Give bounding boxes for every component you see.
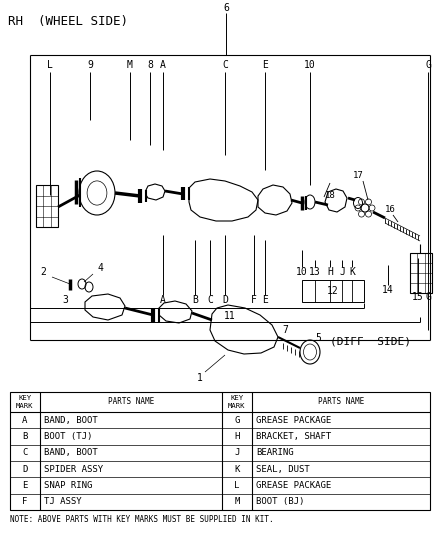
Text: A: A: [160, 60, 166, 70]
Text: 11: 11: [224, 311, 236, 321]
Text: M: M: [234, 497, 240, 506]
Text: K: K: [349, 267, 355, 277]
Text: NOTE: ABOVE PARTS WITH KEY MARKS MUST BE SUPPLIED IN KIT.: NOTE: ABOVE PARTS WITH KEY MARKS MUST BE…: [10, 515, 274, 524]
Text: SEAL, DUST: SEAL, DUST: [256, 465, 310, 474]
Text: H: H: [327, 267, 333, 277]
Text: B: B: [22, 432, 28, 441]
Text: M: M: [127, 60, 133, 70]
Text: L: L: [234, 481, 240, 490]
Text: BAND, BOOT: BAND, BOOT: [44, 416, 98, 425]
Text: BOOT (BJ): BOOT (BJ): [256, 497, 304, 506]
Text: J: J: [234, 448, 240, 457]
Text: 14: 14: [382, 285, 394, 295]
Text: 15: 15: [412, 292, 424, 302]
Text: PARTS NAME: PARTS NAME: [318, 398, 364, 407]
Text: 16: 16: [385, 206, 396, 214]
Text: D: D: [22, 465, 28, 474]
Text: C: C: [22, 448, 28, 457]
Text: 17: 17: [353, 171, 364, 180]
Text: L: L: [47, 60, 53, 70]
Text: E: E: [262, 295, 268, 305]
Text: 3: 3: [62, 295, 68, 305]
Text: 7: 7: [282, 325, 288, 335]
Text: E: E: [262, 60, 268, 70]
Text: 4: 4: [97, 263, 103, 273]
Text: SPIDER ASSY: SPIDER ASSY: [44, 465, 103, 474]
Text: 8: 8: [147, 60, 153, 70]
Text: F: F: [251, 295, 257, 305]
Text: B: B: [192, 295, 198, 305]
Text: G: G: [425, 60, 431, 70]
Text: (DIFF  SIDE): (DIFF SIDE): [329, 337, 410, 347]
Bar: [36, 185, 58, 227]
Text: F: F: [22, 497, 28, 506]
Text: A: A: [22, 416, 28, 425]
Text: C: C: [207, 295, 213, 305]
Text: E: E: [22, 481, 28, 490]
Text: C: C: [222, 60, 228, 70]
Text: H: H: [234, 432, 240, 441]
Text: TJ ASSY: TJ ASSY: [44, 497, 81, 506]
Text: RH  (WHEEL SIDE): RH (WHEEL SIDE): [8, 15, 128, 28]
Text: D: D: [222, 295, 228, 305]
Text: G: G: [234, 416, 240, 425]
Text: 6: 6: [223, 3, 229, 13]
Text: 10: 10: [304, 60, 316, 70]
Text: G: G: [425, 292, 431, 302]
Text: A: A: [160, 295, 166, 305]
Text: K: K: [234, 465, 240, 474]
Text: KEY
MARK: KEY MARK: [16, 395, 34, 408]
Text: 1: 1: [197, 373, 203, 383]
Text: 10: 10: [296, 267, 308, 277]
Text: 2: 2: [40, 267, 46, 277]
Text: 9: 9: [87, 60, 93, 70]
Text: 18: 18: [325, 190, 336, 199]
Text: GREASE PACKAGE: GREASE PACKAGE: [256, 481, 331, 490]
Text: 5: 5: [315, 333, 321, 343]
Text: BOOT (TJ): BOOT (TJ): [44, 432, 92, 441]
Text: BEARING: BEARING: [256, 448, 293, 457]
Bar: [302, 280, 364, 302]
Text: 13: 13: [309, 267, 321, 277]
Text: KEY
MARK: KEY MARK: [228, 395, 246, 408]
Bar: [10, 392, 430, 510]
Text: J: J: [339, 267, 345, 277]
Text: BRACKET, SHAFT: BRACKET, SHAFT: [256, 432, 331, 441]
Text: SNAP RING: SNAP RING: [44, 481, 92, 490]
Text: GREASE PACKAGE: GREASE PACKAGE: [256, 416, 331, 425]
Text: 12: 12: [327, 286, 339, 296]
Bar: [410, 253, 432, 293]
Text: BAND, BOOT: BAND, BOOT: [44, 448, 98, 457]
Text: PARTS NAME: PARTS NAME: [108, 398, 154, 407]
